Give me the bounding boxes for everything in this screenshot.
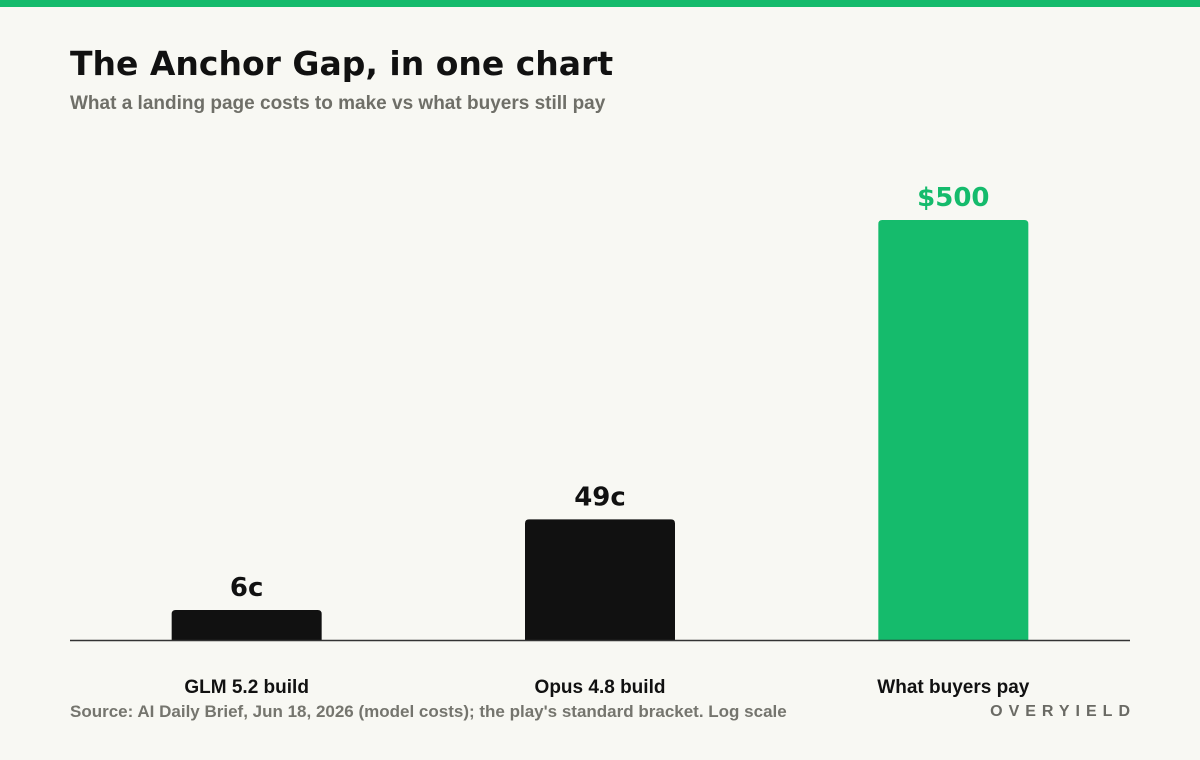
category-label-2: Opus 4.8 build (535, 677, 666, 698)
value-label-2: 49c (574, 482, 626, 512)
category-labels-group: GLM 5.2 build Opus 4.8 build What buyers p… (184, 677, 1029, 698)
value-label-3: $500 (917, 183, 989, 213)
category-label-1: GLM 5.2 build (184, 677, 309, 698)
bar-1 (171, 610, 322, 640)
chart-title: The Anchor Gap, in one chart (70, 44, 614, 83)
top-accent-rule (0, 0, 1200, 7)
category-label-3: What buyers pay (877, 677, 1029, 698)
bar-3 (878, 220, 1029, 640)
bars-group (171, 220, 1029, 640)
chart-subtitle: What a landing page costs to make vs wha… (70, 93, 606, 114)
source-note: Source: AI Daily Brief, Jun 18, 2026 (mo… (70, 702, 787, 721)
bar-2 (525, 519, 675, 640)
brand-logo: OVERYIELD (990, 703, 1136, 720)
value-label-1: 6c (230, 573, 264, 603)
value-labels-group: 6c 49c $500 (230, 183, 990, 603)
